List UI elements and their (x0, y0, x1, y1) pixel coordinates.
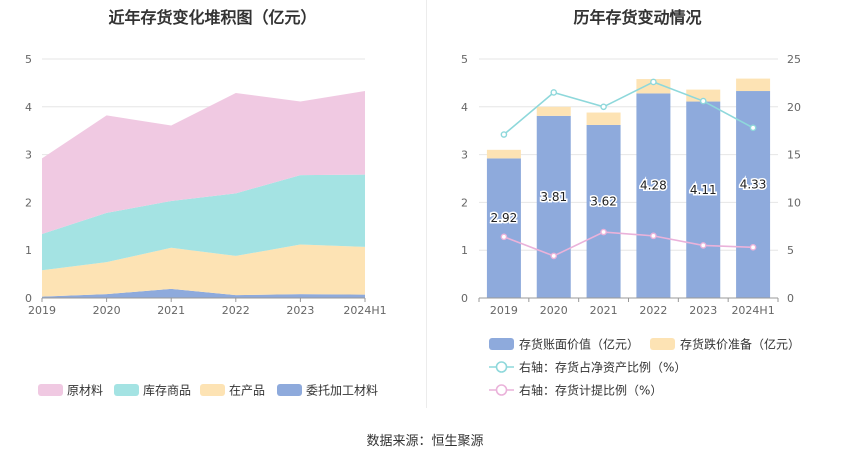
left-x-tick-label: 2019 (28, 304, 56, 317)
left-x-tick-label: 2021 (157, 304, 185, 317)
line-point-1 (699, 242, 707, 249)
line-point-0 (600, 103, 607, 111)
line-point-0 (650, 78, 657, 86)
right-y-tick-label: 1 (461, 244, 468, 257)
stacked-area-chart: 0 1 2 3 4 5 2019 2020 2021 2022 2023 2024H1 原材料 库存商品 在… (25, 53, 387, 398)
line-point-1 (749, 244, 757, 251)
bar-impairment-reserve (636, 79, 671, 94)
bar-book-value (686, 101, 721, 299)
right-x-tick-label: 2020 (540, 304, 568, 317)
area-series-0 (42, 288, 365, 298)
left-y-tick-label: 5 (25, 53, 32, 66)
left-legend-swatch (114, 384, 139, 396)
right-legend-marker (495, 384, 508, 396)
right-legend-label: 右轴：存货占净资产比例（%） (519, 360, 686, 375)
right-y-tick-label: 5 (461, 53, 468, 66)
charts-canvas: 0123452019 2020 2021 2022 2023 2024H1原材料 库存商品在… (25, 53, 801, 398)
right-legend-swatch (489, 338, 514, 350)
right-y-tick-label: 2 (461, 196, 468, 209)
right-x-tick-label: 2021 (590, 304, 618, 317)
bar-impairment-reserve (486, 149, 521, 159)
right-y-tick-label: 4 (461, 101, 468, 114)
right-chart-title: 历年存货变动情况 (573, 8, 702, 27)
line-point-1 (550, 252, 558, 260)
right-y-tick-label: 3 (461, 149, 468, 162)
bar-data-label: 3.62 (590, 194, 617, 208)
right-legend-marker (495, 361, 508, 373)
bar-impairment-reserve (686, 89, 721, 102)
line-point-1 (650, 232, 657, 240)
right-y2-tick-label: 5 (787, 244, 794, 257)
right-x-tick-label: 2019 (490, 304, 518, 317)
left-legend-label: 库存商品 (143, 383, 191, 398)
right-y2-tick-label: 10 (787, 196, 801, 209)
left-y-tick-label: 1 (25, 244, 32, 257)
left-legend-swatch (200, 384, 225, 396)
left-chart-title: 近年存货变化堆积图（亿元） (108, 8, 317, 27)
right-y2-tick-label: 20 (787, 101, 801, 114)
line-point-0 (500, 131, 508, 138)
area-series-2 (42, 174, 365, 271)
inventory-bar-line-chart: 0 1 2 3 4 5 0 5 10 15 20 25 2019 2020 2021 2022 2023 2024… (461, 53, 801, 398)
left-legend-label: 在产品 (229, 384, 265, 398)
right-y2-tick-label: 0 (787, 292, 794, 305)
left-x-tick-label: 2024H1 (343, 304, 386, 317)
left-y-tick-label: 2 (25, 196, 32, 209)
left-y-tick-label: 0 (25, 292, 32, 305)
right-y2-tick-label: 15 (787, 149, 801, 162)
right-legend-label: 右轴：存货计提比例（%） (519, 383, 662, 398)
left-legend-label: 原材料 (67, 384, 103, 398)
left-legend-label: 委托加工材料 (306, 384, 378, 398)
line-point-1 (500, 233, 508, 241)
line-point-0 (699, 97, 707, 105)
line-point-1 (600, 228, 607, 236)
bar-data-label: 3.81 (540, 190, 567, 204)
right-legend-label: 存货账面价值（亿元） (519, 337, 639, 352)
bar-data-label: 4.33 (740, 178, 767, 192)
right-x-tick-label: 2022 (639, 304, 667, 317)
bar-book-value (636, 93, 671, 298)
panel-divider (426, 0, 427, 408)
bar-impairment-reserve (536, 106, 571, 116)
left-x-tick-label: 2020 (93, 304, 121, 317)
left-legend-swatch (38, 384, 63, 396)
area-series-3 (42, 91, 365, 234)
right-legend-label: 存货跌价准备（亿元） (680, 337, 800, 352)
bar-data-label: 2.92 (491, 211, 518, 225)
line-point-0 (749, 124, 757, 132)
bar-book-value (536, 115, 571, 298)
right-x-tick-label: 2023 (689, 304, 717, 317)
left-y-tick-label: 4 (25, 101, 32, 114)
area-series-1 (42, 244, 365, 297)
bar-book-value (486, 158, 521, 298)
line-point-0 (550, 89, 558, 96)
right-legend-swatch (650, 338, 675, 350)
left-y-tick-label: 3 (25, 149, 32, 162)
data-source-note: 数据来源：恒生聚源 (366, 434, 484, 449)
right-x-tick-label: 2024H1 (731, 304, 774, 317)
left-x-tick-label: 2023 (286, 304, 314, 317)
bar-book-value (586, 124, 621, 299)
bar-impairment-reserve (736, 78, 771, 92)
bar-data-label: 4.28 (640, 179, 667, 193)
left-x-tick-label: 2022 (222, 304, 250, 317)
bar-impairment-reserve (586, 112, 621, 125)
line-series-1 (503, 231, 754, 257)
left-legend-swatch (277, 384, 302, 396)
bar-data-label: 4.11 (690, 183, 717, 197)
right-y-tick-label: 0 (461, 292, 468, 305)
right-y2-tick-label: 25 (787, 53, 801, 66)
line-series-0 (503, 81, 754, 136)
